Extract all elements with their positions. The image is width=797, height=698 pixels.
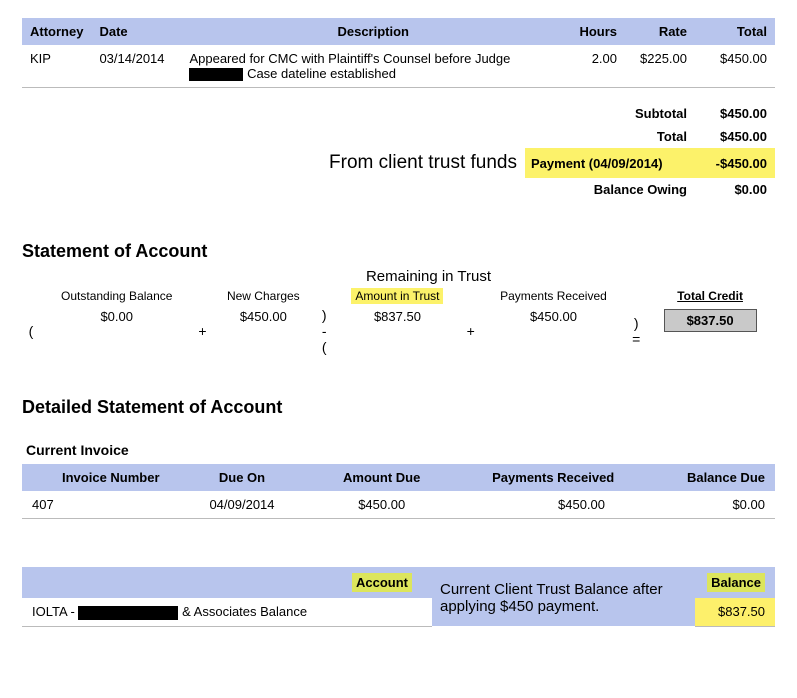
time-header-row: Attorney Date Description Hours Rate Tot…	[22, 18, 775, 45]
desc-before: Appeared for CMC with Plaintiff's Counse…	[189, 51, 510, 66]
subtotal-label: Subtotal	[525, 102, 695, 125]
total-credit-label: Total Credit	[645, 287, 775, 305]
header-total: Total	[695, 18, 775, 45]
inv-hdr-payments: Payments Received	[451, 464, 655, 491]
op-lparen: (	[22, 305, 40, 357]
balance-owing-row: Balance Owing $0.00	[22, 178, 775, 201]
redaction-firm	[78, 606, 178, 620]
balance-table: Account Current Client Trust Balance aft…	[22, 567, 775, 627]
header-attorney: Attorney	[22, 18, 91, 45]
payments-value: $450.00	[480, 305, 627, 357]
payment-value: -$450.00	[695, 148, 775, 178]
balance-annotation-line1: Current Client Trust Balance after	[440, 581, 663, 598]
current-invoice-heading: Current Invoice	[26, 442, 775, 458]
new-charges-label: New Charges	[211, 287, 315, 305]
amount-trust-label: Amount in Trust	[333, 287, 462, 305]
subtotal-row: Subtotal $450.00	[22, 102, 775, 125]
balance-value: $837.50	[695, 598, 775, 626]
cell-attorney: KIP	[22, 45, 91, 88]
invoice-header-row: Invoice Number Due On Amount Due Payment…	[22, 464, 775, 491]
payment-row: From client trust funds Payment (04/09/2…	[22, 148, 775, 178]
inv-hdr-balance: Balance Due	[655, 464, 775, 491]
subtotal-value: $450.00	[695, 102, 775, 125]
outstanding-label: Outstanding Balance	[40, 287, 193, 305]
summary-table: Subtotal $450.00 Total $450.00 From clie…	[22, 102, 775, 201]
amount-trust-value: $837.50	[333, 305, 462, 357]
inv-hdr-number: Invoice Number	[22, 464, 172, 491]
cell-rate: $225.00	[625, 45, 695, 88]
header-date: Date	[91, 18, 181, 45]
balance-annotation-cell: Current Client Trust Balance after apply…	[432, 567, 695, 626]
soa-heading: Statement of Account	[22, 241, 775, 262]
cell-date: 03/14/2014	[91, 45, 181, 88]
redaction-judge	[189, 68, 243, 81]
time-entry-table: Attorney Date Description Hours Rate Tot…	[22, 18, 775, 88]
payments-label: Payments Received	[480, 287, 627, 305]
dsoa-heading: Detailed Statement of Account	[22, 397, 775, 418]
header-rate: Rate	[625, 18, 695, 45]
balance-header-row: Account Current Client Trust Balance aft…	[22, 567, 775, 598]
inv-payments: $450.00	[451, 491, 655, 519]
op-plus2: +	[462, 305, 480, 357]
cell-hours: 2.00	[565, 45, 625, 88]
op-eq: ) =	[627, 305, 645, 357]
total-credit-value: $837.50	[645, 305, 775, 357]
account-prefix: IOLTA -	[32, 604, 78, 619]
balance-owing-label: Balance Owing	[525, 178, 695, 201]
total-row: Total $450.00	[22, 125, 775, 148]
balance-owing-value: $0.00	[695, 178, 775, 201]
inv-due: 04/09/2014	[172, 491, 312, 519]
current-invoice-table: Invoice Number Due On Amount Due Payment…	[22, 464, 775, 519]
desc-after: Case dateline established	[243, 66, 396, 81]
inv-number: 407	[22, 491, 172, 519]
trust-annotation: From client trust funds	[22, 148, 525, 178]
op-minus: ) - (	[315, 305, 333, 357]
account-suffix: & Associates Balance	[178, 604, 307, 619]
header-hours: Hours	[565, 18, 625, 45]
account-header: Account	[342, 567, 432, 598]
remaining-in-trust-annotation: Remaining in Trust	[82, 268, 775, 285]
soa-equation-headers: Outstanding Balance New Charges Amount i…	[22, 287, 775, 305]
op-plus: +	[193, 305, 211, 357]
outstanding-value: $0.00	[40, 305, 193, 357]
invoice-row: 407 04/09/2014 $450.00 $450.00 $0.00	[22, 491, 775, 519]
header-description: Description	[181, 18, 565, 45]
balance-annotation-line2: applying $450 payment.	[440, 598, 599, 615]
inv-amount: $450.00	[312, 491, 451, 519]
account-name-cell: IOLTA - & Associates Balance	[22, 598, 432, 626]
new-charges-value: $450.00	[211, 305, 315, 357]
inv-balance: $0.00	[655, 491, 775, 519]
payment-label: Payment (04/09/2014)	[525, 148, 695, 178]
soa-equation-table: Outstanding Balance New Charges Amount i…	[22, 287, 775, 357]
total-value: $450.00	[695, 125, 775, 148]
cell-total: $450.00	[695, 45, 775, 88]
balance-header-col: Balance	[695, 567, 775, 598]
soa-equation-values: ( $0.00 + $450.00 ) - ( $837.50 + $450.0…	[22, 305, 775, 357]
inv-hdr-due: Due On	[172, 464, 312, 491]
cell-description: Appeared for CMC with Plaintiff's Counse…	[181, 45, 565, 88]
inv-hdr-amount: Amount Due	[312, 464, 451, 491]
total-label: Total	[525, 125, 695, 148]
time-entry-row: KIP 03/14/2014 Appeared for CMC with Pla…	[22, 45, 775, 88]
